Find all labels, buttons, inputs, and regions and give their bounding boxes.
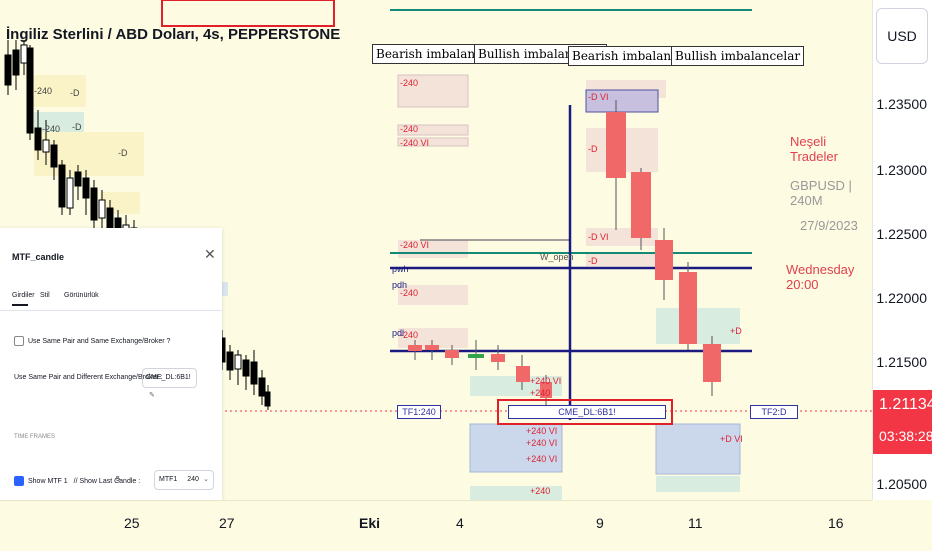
signature-pair: GBPUSD | 240M <box>790 178 852 208</box>
level-label: pwh <box>392 264 409 274</box>
time-label: Eki <box>359 515 381 531</box>
zone-label: -D <box>72 122 82 132</box>
imb-box <box>586 252 658 266</box>
current-price-badge: 1.21134 03:38:28 <box>873 390 932 454</box>
indicator-settings-panel: MTF_candle ✕ Girdiler Stil Görünürlük Us… <box>0 228 222 500</box>
section-heading: TIME FRAMES <box>14 434 56 440</box>
price-label: 1.22000 <box>876 290 927 306</box>
imb-box <box>397 74 469 108</box>
imb-box <box>656 476 740 492</box>
imb-label: +240 <box>530 486 551 496</box>
imb-box <box>469 423 563 473</box>
time-label: 4 <box>456 515 464 531</box>
time-axis[interactable]: 25 27 Eki 4 9 11 16 <box>0 500 872 551</box>
mid-candles <box>408 340 552 405</box>
imb-box <box>397 124 469 136</box>
zone-label: -D <box>70 88 80 98</box>
active-tab-underline <box>12 304 28 306</box>
imb-label: -D <box>588 256 598 266</box>
imb-label: -240 VI <box>400 240 430 250</box>
price-label: 1.21500 <box>876 354 927 370</box>
price-label: 1.23500 <box>876 96 927 112</box>
level-label: pdl <box>392 328 405 338</box>
chevron-down-icon: ⌄ <box>203 476 209 483</box>
symbol-tag: CME_DL:6B1! <box>508 405 666 419</box>
imb-box <box>397 137 469 147</box>
tab-inputs[interactable]: Girdiler <box>12 292 35 299</box>
imb-box <box>398 240 468 250</box>
imb-label: +240 <box>530 388 551 398</box>
imb-label: -240 <box>400 330 419 340</box>
currency-button[interactable]: USD <box>876 8 928 64</box>
imb-label: +240 VI <box>526 438 558 448</box>
signature-date: 27/9/2023 <box>800 218 858 233</box>
current-price-value: 1.21134 <box>879 396 932 413</box>
level-label: pdh <box>392 280 408 290</box>
imb-label: +240 VI <box>526 426 558 436</box>
time-label: 11 <box>688 515 703 531</box>
imb-label: +D VI <box>720 434 743 444</box>
zone-box <box>100 192 140 214</box>
tf2-tag: TF2:D <box>750 405 798 419</box>
price-label: 1.23000 <box>876 162 927 178</box>
imb-label: -240 <box>400 288 419 298</box>
same-pair-option[interactable]: Use Same Pair and Same Exchange/Broker ? <box>14 336 170 346</box>
show-mtf-checkbox[interactable] <box>14 476 24 486</box>
zone-label: -240 <box>42 124 61 134</box>
imbalance-heading: Bullish imbalancelar <box>671 46 805 66</box>
zone-label: -240 <box>34 86 53 96</box>
tf1-tag: TF1:240 <box>397 405 441 419</box>
imb-box <box>470 376 562 396</box>
zone-box <box>28 75 86 107</box>
imb-label: +240 VI <box>530 376 562 386</box>
time-label: 9 <box>596 515 604 531</box>
close-icon[interactable]: ✕ <box>204 246 216 262</box>
tab-visibility[interactable]: Görünürlük <box>64 292 99 299</box>
imb-label: -240 <box>400 124 419 134</box>
imb-label: +240 VI <box>526 454 558 464</box>
imb-box <box>656 308 740 344</box>
selection-box <box>161 0 335 27</box>
time-label: 16 <box>828 515 844 531</box>
symbol-highlight-box <box>497 399 673 425</box>
mtf-select[interactable]: MTF1 240 ⌄ <box>154 470 214 490</box>
signature-name: Neşeli Tradeler <box>790 134 838 164</box>
level-label: W_open <box>540 252 574 262</box>
tab-divider <box>0 310 222 311</box>
same-pair-checkbox[interactable] <box>14 336 24 346</box>
imb-label: -240 VI <box>400 138 430 148</box>
imb-label: -D VI <box>588 232 609 242</box>
price-label: 1.22500 <box>876 226 927 242</box>
imb-box <box>470 486 562 500</box>
exchange-input[interactable]: CME_DL:6B1!✎ <box>142 368 197 399</box>
different-broker-option: Use Same Pair and Different Exchange/Bro… <box>14 374 163 381</box>
symbol-title[interactable]: İngiliz Sterlini / ABD Doları, 4s, PEPPE… <box>6 26 341 43</box>
imb-label: -D VI <box>588 92 609 102</box>
bar-countdown: 03:38:28 <box>879 428 932 444</box>
signature-day: Wednesday 20:00 <box>786 262 855 292</box>
big-candles <box>606 100 721 396</box>
time-label: 25 <box>124 515 140 531</box>
price-label: 1.20500 <box>876 476 927 492</box>
show-last-value[interactable]: 5 <box>116 476 120 483</box>
pencil-icon[interactable]: ✎ <box>149 392 155 399</box>
time-label: 27 <box>219 515 235 531</box>
zone-label: -D <box>118 148 128 158</box>
panel-title: MTF_candle <box>12 252 65 262</box>
imb-label: -240 <box>400 78 419 88</box>
tab-style[interactable]: Stil <box>40 292 50 299</box>
imb-label: +D <box>730 326 742 336</box>
imb-box <box>655 423 741 475</box>
show-mtf-option[interactable]: Show MTF 1 // Show Last Candle : <box>14 476 140 486</box>
imb-box <box>398 285 468 305</box>
imb-label: -D <box>588 144 598 154</box>
